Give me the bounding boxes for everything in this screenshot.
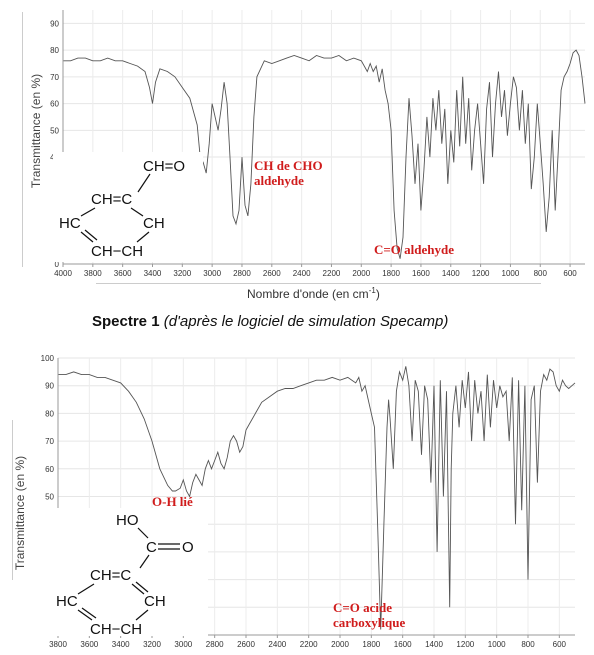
s1-y-tick-label: 90	[50, 19, 59, 28]
s1-y-tick-label: 80	[50, 46, 59, 55]
s1-x-tick-label: 3600	[114, 269, 132, 278]
molecule1-structure: CH=O CH=C HC CH CH−CH	[59, 158, 185, 260]
s1-x-tick-label: 3000	[203, 269, 221, 278]
molecule1-left: HC	[59, 215, 81, 232]
s1-x-tick-label: 2600	[263, 269, 281, 278]
s2-x-tick-label: 2000	[331, 640, 349, 649]
s2-x-tick-label: 3200	[143, 640, 161, 649]
molecule1-aldehyde-group: CH=O	[143, 158, 185, 175]
s1-y-tick-label: 50	[50, 126, 59, 135]
molecule2-backdrop	[48, 508, 208, 636]
s2-x-tick-label: 3000	[174, 640, 192, 649]
s2-x-tick-label: 1800	[362, 640, 380, 649]
s2-y-tick-label: 90	[45, 382, 54, 391]
s1-x-tick-label: 1200	[472, 269, 490, 278]
s2-x-tick-label: 2600	[237, 640, 255, 649]
annotation-ch-cho: CH de CHO aldehyde	[254, 158, 323, 188]
s2-y-tick-label: 50	[45, 493, 54, 502]
s2-x-tick-label: 600	[553, 640, 567, 649]
spectrum2-series-line	[58, 366, 576, 630]
s2-x-tick-label: 2200	[300, 640, 318, 649]
s2-x-tick-label: 3400	[112, 640, 130, 649]
s2-y-tick-label: 70	[45, 437, 54, 446]
molecule1-right: CH	[143, 215, 165, 232]
spectrum1-xlabel-frame	[96, 283, 541, 284]
s1-x-tick-label: 1600	[412, 269, 430, 278]
s1-y-tick-label: 70	[50, 73, 59, 82]
s1-x-tick-label: 2000	[352, 269, 370, 278]
s2-x-tick-label: 1400	[425, 640, 443, 649]
molecule2-left: HC	[56, 593, 78, 610]
s2-x-tick-label: 1600	[394, 640, 412, 649]
molecule2-carbonyl-carbon: C	[146, 539, 157, 556]
molecule2-hydroxyl: HO	[116, 512, 139, 529]
s1-x-tick-label: 3400	[144, 269, 162, 278]
s2-y-tick-label: 80	[45, 409, 54, 418]
annotation-co-aldehyde: C=O aldehyde	[374, 242, 454, 257]
s1-x-tick-label: 3800	[84, 269, 102, 278]
s1-x-tick-label: 1400	[442, 269, 460, 278]
s1-x-tick-label: 3200	[173, 269, 191, 278]
spectrum1-caption: Spectre 1 (d'après le logiciel de simula…	[92, 313, 449, 330]
s1-x-tick-label: 2200	[323, 269, 341, 278]
s1-x-tick-label: 2800	[233, 269, 251, 278]
spectrum1-x-axis-label: Nombre d'onde (en cm-1)	[247, 286, 380, 301]
molecule1-row3: CH−CH	[91, 243, 143, 260]
s1-x-tick-label: 800	[534, 269, 548, 278]
molecule2-oxygen: O	[182, 539, 194, 556]
s2-x-tick-label: 1000	[488, 640, 506, 649]
s1-x-tick-label: 2400	[293, 269, 311, 278]
s1-y-tick-label: 60	[50, 100, 59, 109]
molecule2-row3: CH−CH	[90, 621, 142, 638]
molecule2-structure: HO C O CH=C HC CH CH−CH	[56, 512, 194, 638]
molecule2-right: CH	[144, 593, 166, 610]
molecule1-backdrop	[53, 152, 203, 262]
s2-x-tick-label: 1200	[456, 640, 474, 649]
molecule2-row1: CH=C	[90, 567, 131, 584]
spectrum2-ylabel-frame	[12, 420, 13, 580]
s2-y-tick-label: 100	[41, 354, 55, 363]
s2-x-tick-label: 3800	[49, 640, 67, 649]
s1-x-tick-label: 1800	[382, 269, 400, 278]
spectrum1-ylabel-frame	[22, 12, 23, 267]
s2-x-tick-label: 2800	[206, 640, 224, 649]
s1-x-tick-label: 1000	[502, 269, 520, 278]
s2-y-tick-label: 60	[45, 465, 54, 474]
s1-x-tick-label: 600	[563, 269, 577, 278]
annotation-oh-lie: O-H lié	[152, 494, 193, 509]
s2-x-tick-label: 800	[521, 640, 535, 649]
annotation-co-acide: C=O acide carboxylique	[333, 600, 406, 630]
s1-x-tick-label: 4000	[54, 269, 72, 278]
s2-x-tick-label: 2400	[268, 640, 286, 649]
s1-y-tick-label: 0	[55, 260, 60, 269]
s2-x-tick-label: 3600	[80, 640, 98, 649]
molecule1-row1: CH=C	[91, 191, 132, 208]
